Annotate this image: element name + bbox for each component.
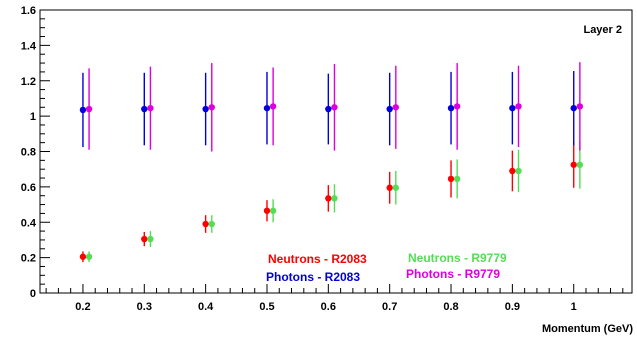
panel-annotation: Layer 2	[583, 24, 622, 36]
data-point-photons-r9779	[269, 103, 277, 110]
data-point-neutrons-r9779	[453, 175, 461, 183]
data-point-photons-r2083	[202, 105, 209, 113]
x-tick-label: 1	[571, 301, 577, 313]
data-point-photons-r2083	[386, 105, 393, 113]
x-tick-label: 0.2	[75, 301, 90, 313]
data-point-photons-r9779	[515, 103, 522, 110]
x-axis-label: Momentum (GeV)	[542, 323, 633, 335]
data-point-neutrons-r2083	[202, 220, 209, 228]
data-point-photons-r9779	[392, 104, 400, 111]
y-tick-label: 1	[30, 111, 36, 123]
data-point-neutrons-r2083	[79, 253, 87, 260]
x-tick-label: 0.8	[443, 301, 458, 313]
data-point-photons-r2083	[570, 104, 577, 112]
data-point-neutrons-r2083	[447, 175, 455, 183]
data-point-neutrons-r9779	[392, 184, 400, 191]
legend: Neutrons - R2083 Neutrons - R9779 Photon…	[266, 251, 507, 284]
data-point-neutrons-r2083	[509, 167, 516, 175]
data-point-photons-r9779	[147, 104, 154, 112]
data-point-neutrons-r9779	[331, 195, 338, 202]
data-marks	[79, 62, 584, 263]
plot-frame	[39, 9, 633, 294]
y-tick-label: 1.2	[21, 76, 36, 88]
y-tick-label: 1.6	[21, 5, 36, 17]
data-point-neutrons-r2083	[141, 235, 148, 243]
data-point-photons-r2083	[509, 104, 516, 112]
data-point-photons-r2083	[325, 105, 332, 113]
data-point-photons-r9779	[453, 103, 461, 110]
y-tick-label: 0.2	[21, 253, 36, 265]
data-point-neutrons-r9779	[515, 167, 522, 175]
axes: 0 0.2 0.4 0.6 0.8 1 1.2 1.4 1.6 0.2 0.3 0.4 0.5 0.6 0.…	[21, 5, 624, 313]
data-point-photons-r2083	[141, 105, 148, 113]
data-point-photons-r9779	[331, 104, 338, 111]
x-tick-label: 0.5	[259, 301, 274, 313]
y-tick-label: 0.8	[21, 147, 36, 159]
x-tick-label: 0.6	[321, 301, 336, 313]
data-point-neutrons-r2083	[325, 195, 332, 202]
x-tick-label: 0.7	[382, 301, 397, 313]
data-point-photons-r9779	[85, 105, 93, 113]
x-tick-label: 0.4	[198, 301, 214, 313]
legend-entry-photons-r9779: Photons - R9779	[406, 267, 500, 281]
data-point-neutrons-r9779	[269, 207, 277, 214]
data-point-photons-r2083	[447, 104, 455, 112]
data-point-neutrons-r9779	[85, 253, 93, 260]
data-point-neutrons-r9779	[208, 220, 215, 228]
data-point-neutrons-r9779	[147, 235, 154, 243]
data-point-photons-r9779	[576, 103, 584, 110]
data-point-neutrons-r2083	[263, 207, 271, 214]
data-point-photons-r2083	[263, 104, 271, 112]
data-point-neutrons-r2083	[386, 184, 393, 191]
y-tick-label: 0.4	[21, 217, 37, 229]
y-tick-label: 0.6	[21, 182, 36, 194]
legend-entry-neutrons-r2083: Neutrons - R2083	[268, 252, 367, 266]
x-tick-label: 0.3	[137, 301, 152, 313]
x-tick-label: 0.9	[505, 301, 520, 313]
data-point-neutrons-r2083	[570, 161, 577, 168]
y-tick-label: 0	[30, 288, 36, 300]
legend-entry-neutrons-r9779: Neutrons - R9779	[408, 251, 507, 265]
legend-entry-photons-r2083: Photons - R2083	[266, 270, 360, 284]
y-tick-label: 1.4	[21, 40, 37, 52]
data-point-photons-r2083	[79, 106, 87, 114]
data-point-neutrons-r9779	[576, 161, 584, 168]
data-point-photons-r9779	[208, 104, 215, 111]
